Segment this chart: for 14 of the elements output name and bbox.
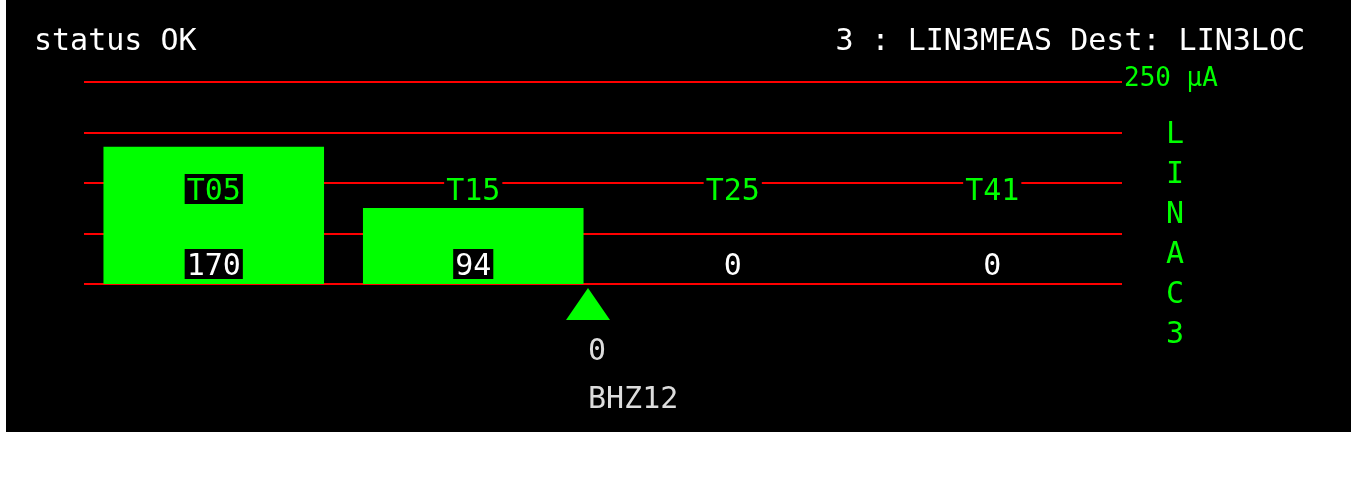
data-label: 0 (723, 246, 742, 282)
chart-subtitle: 3 : LIN3MEAS Dest: LIN3LOC (835, 21, 1306, 57)
text: 0 (588, 331, 607, 367)
x-tick-label: T25 (705, 171, 760, 207)
x-tick-label: T05 (186, 171, 241, 207)
text: BHZ12 (588, 379, 679, 415)
data-label: 170 (186, 246, 241, 282)
chart-title: status OK (34, 21, 197, 57)
x-tick-label: T41 (965, 171, 1020, 207)
data-label: 94 (455, 246, 492, 282)
data-label: 0 (983, 246, 1002, 282)
y-axis-title: LINAC3 (1166, 114, 1185, 350)
x-tick-label: T15 (446, 171, 501, 207)
text: 250 µA (1124, 62, 1219, 92)
